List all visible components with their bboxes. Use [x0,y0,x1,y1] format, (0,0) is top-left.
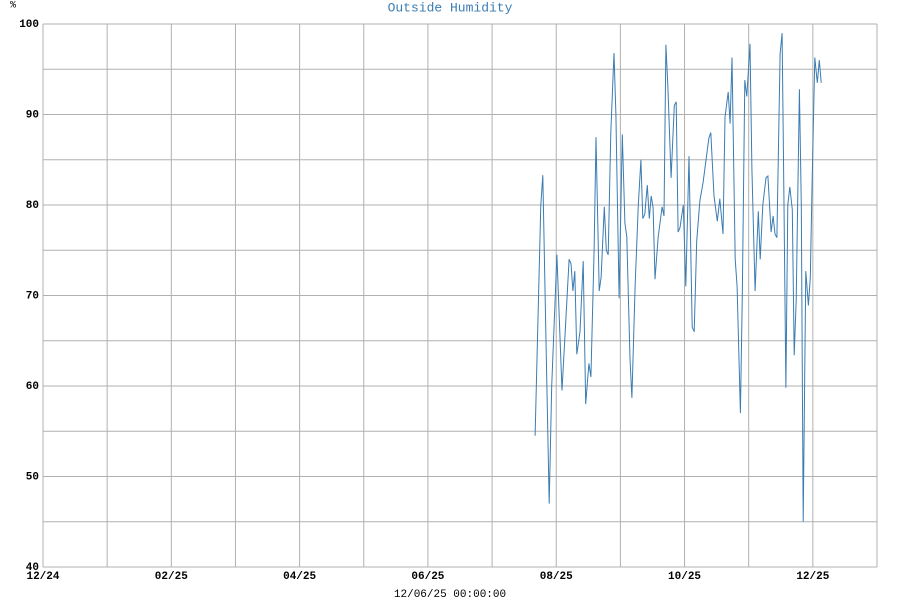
y-tick-label: 100 [19,19,39,31]
x-tick-label: 02/25 [155,571,188,583]
chart-title: Outside Humidity [388,0,513,15]
data-line [534,33,822,522]
y-tick-label: 90 [26,109,39,121]
y-tick-label: 80 [26,200,39,212]
y-tick-label: 60 [26,381,39,393]
x-tick-label: 12/24 [26,571,59,583]
x-tick-label: 10/25 [668,571,701,583]
y-tick-label: 40 [26,562,39,574]
x-tick-label: 06/25 [411,571,444,583]
x-tick-label: 12/25 [796,571,829,583]
y-tick-label: 50 [26,471,39,483]
x-axis-label: 12/06/25 00:00:00 [394,589,506,600]
x-tick-label: 04/25 [283,571,316,583]
y-tick-label: 70 [26,290,39,302]
y-axis-label: % [10,1,16,12]
x-tick-label: 08/25 [540,571,573,583]
